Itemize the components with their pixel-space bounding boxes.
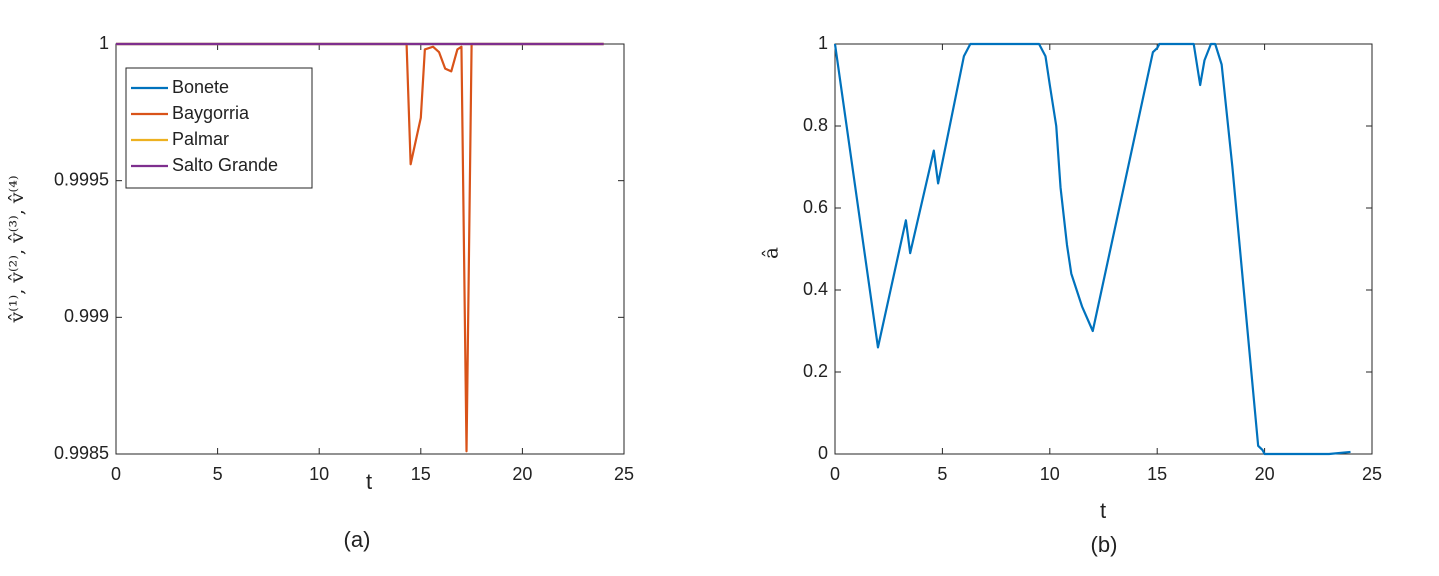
- caption: (a): [344, 527, 371, 552]
- x-tick-label: 0: [111, 464, 121, 484]
- y-tick-label: 0.9995: [54, 169, 109, 189]
- y-axis-label: â: [759, 247, 783, 259]
- y-tick-label: 0.9985: [54, 443, 109, 463]
- legend-label: Salto Grande: [172, 155, 278, 175]
- legend-label: Palmar: [172, 129, 229, 149]
- caption: (b): [1091, 532, 1118, 557]
- y-tick-label: 0.8: [803, 115, 828, 135]
- y-tick-label: 0.6: [803, 197, 828, 217]
- x-tick-label: 20: [1255, 464, 1275, 484]
- x-tick-label: 25: [614, 464, 634, 484]
- legend-label: Baygorria: [172, 103, 250, 123]
- line: [833, 42, 1351, 456]
- y-axis-label: v̂⁽¹⁾, v̂⁽²⁾, v̂⁽³⁾, v̂⁽⁴⁾: [6, 176, 28, 324]
- axes-frame: [834, 43, 1373, 455]
- y-tick-label: 0: [818, 443, 828, 463]
- x-tick-label: 10: [309, 464, 329, 484]
- legend-label: Bonete: [172, 77, 229, 97]
- line: [116, 42, 604, 453]
- x-tick-label: 15: [411, 464, 431, 484]
- y-tick-label: 0.999: [64, 306, 109, 326]
- y-tick-label: 1: [818, 33, 828, 53]
- x-tick-label: 5: [213, 464, 223, 484]
- x-tick-label: 0: [830, 464, 840, 484]
- y-tick-label: 0.2: [803, 361, 828, 381]
- x-axis-label: t: [366, 469, 372, 494]
- x-tick-label: 5: [937, 464, 947, 484]
- x-tick-label: 15: [1147, 464, 1167, 484]
- x-tick-label: 10: [1040, 464, 1060, 484]
- x-axis-label: t: [1100, 498, 1106, 523]
- y-tick-label: 1: [99, 33, 109, 53]
- x-tick-label: 25: [1362, 464, 1382, 484]
- y-tick-label: 0.4: [803, 279, 828, 299]
- x-tick-label: 20: [512, 464, 532, 484]
